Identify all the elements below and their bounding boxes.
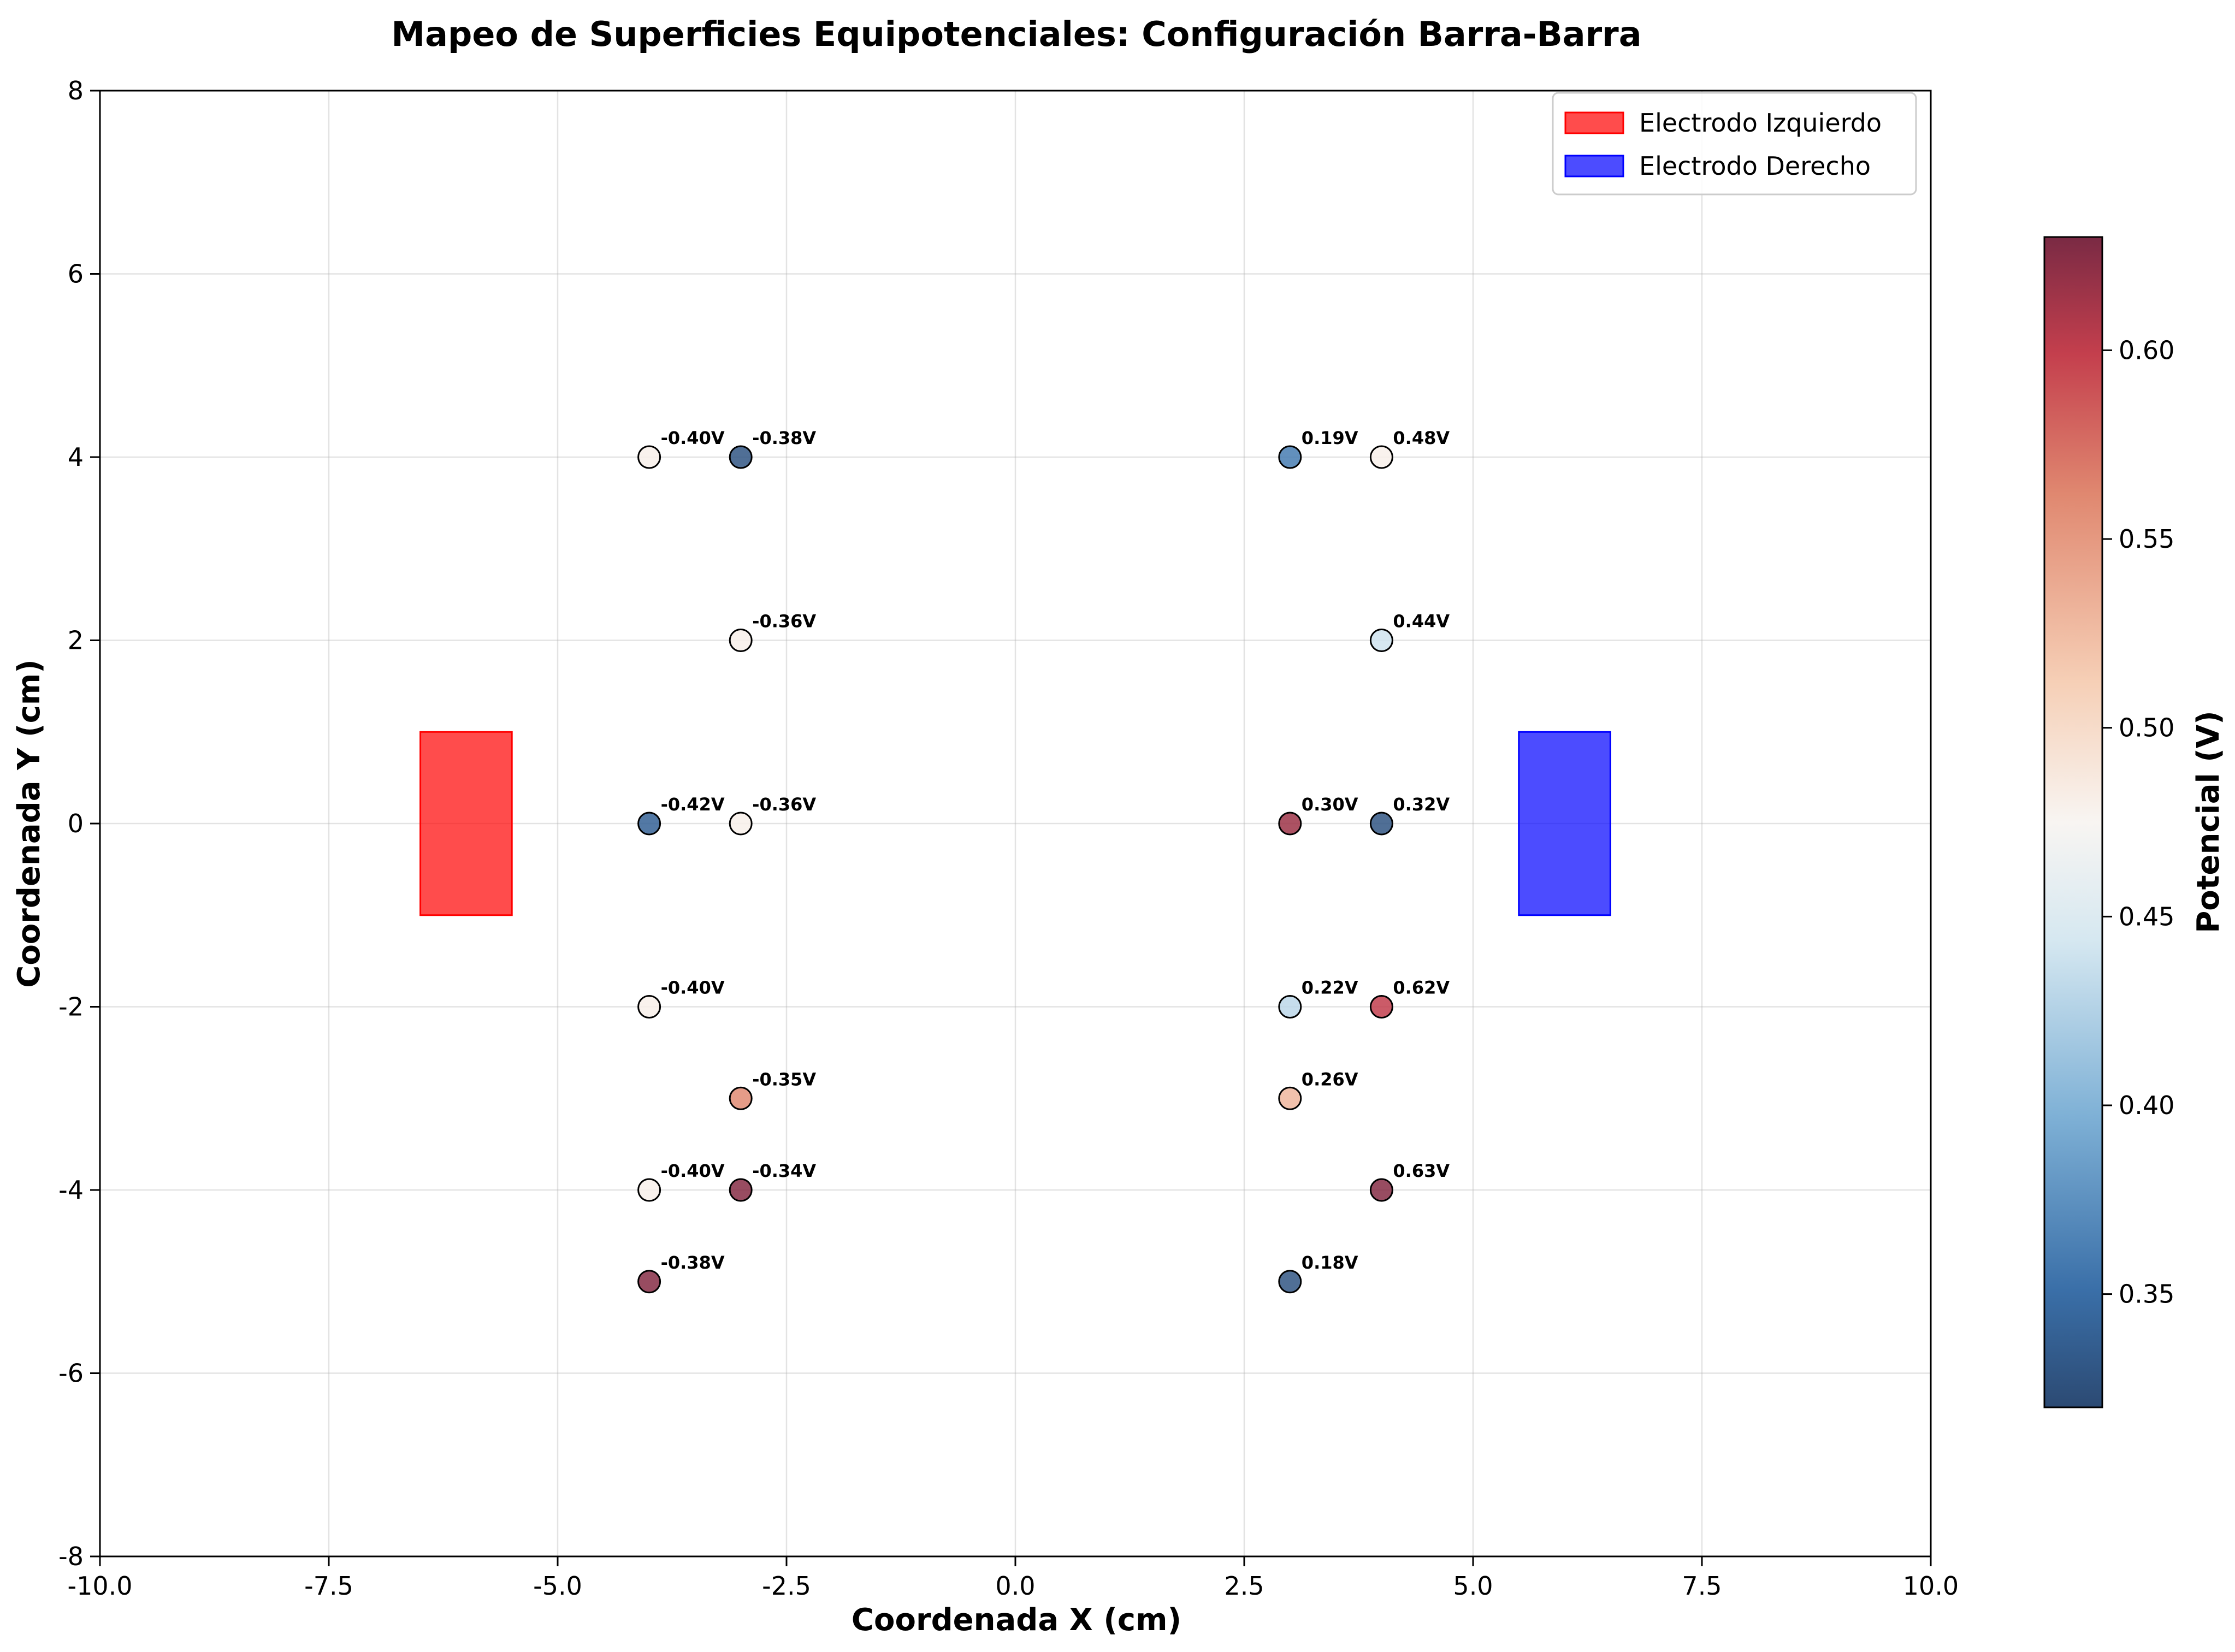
- legend-swatch-electrodo-derecho: [1564, 155, 1624, 177]
- data-label-8: -0.34V: [752, 1160, 816, 1181]
- data-point-0: [637, 445, 661, 469]
- data-label-1: -0.38V: [752, 428, 816, 448]
- x-tick-label-4: 0.0: [995, 1571, 1035, 1601]
- data-label-0: -0.40V: [661, 428, 725, 448]
- data-labels: -0.40V -0.38V -0.36V -0.42V -0.36V -0.40V -0.3…: [661, 428, 1450, 1273]
- data-point-17: [1278, 1086, 1302, 1110]
- colorbar-label: Potencial (V): [2191, 710, 2226, 933]
- legend: Electrodo Izquierdo Electrodo Derecho: [1552, 92, 1917, 196]
- colorbar-tick-label-3: 0.50: [2119, 713, 2174, 743]
- data-point-10: [1278, 445, 1302, 469]
- y-tick-label-0: -8: [58, 1542, 84, 1571]
- electrode-0: [419, 731, 513, 916]
- x-tick-label-5: 2.5: [1224, 1571, 1264, 1601]
- data-label-10: 0.19V: [1302, 428, 1358, 448]
- y-tick-label-7: 6: [68, 259, 84, 289]
- data-label-18: 0.63V: [1393, 1160, 1450, 1181]
- y-tick-label-6: 4: [68, 442, 84, 472]
- x-tick-label-6: 5.0: [1453, 1571, 1493, 1601]
- data-label-17: 0.26V: [1302, 1069, 1358, 1090]
- data-label-5: -0.40V: [661, 978, 725, 998]
- data-label-7: -0.40V: [661, 1160, 725, 1181]
- colorbar-tick-label-4: 0.55: [2119, 524, 2174, 554]
- data-point-5: [637, 995, 661, 1019]
- colorbar-ticks: 0.35 0.40 0.45 0.50 0.55 0.60: [2102, 335, 2174, 1309]
- data-label-6: -0.35V: [752, 1069, 816, 1090]
- data-point-11: [1369, 445, 1393, 469]
- data-point-3: [637, 812, 661, 836]
- x-axis-label: Coordenada X (cm): [852, 1602, 1181, 1638]
- x-tick-label-2: -5.0: [533, 1571, 582, 1601]
- data-point-12: [1369, 629, 1393, 652]
- y-axis-label: Coordenada Y (cm): [11, 659, 47, 988]
- legend-frame: [1552, 92, 1917, 196]
- x-tick-label-3: -2.5: [762, 1571, 811, 1601]
- data-label-19: 0.18V: [1302, 1252, 1358, 1273]
- data-label-12: 0.44V: [1393, 611, 1450, 632]
- colorbar-tick-label-0: 0.35: [2119, 1280, 2174, 1309]
- data-label-4: -0.36V: [752, 794, 816, 815]
- x-tick-label-0: -10.0: [67, 1571, 132, 1601]
- x-tick-label-8: 10.0: [1903, 1571, 1959, 1601]
- data-point-9: [637, 1270, 661, 1294]
- chart-title: Mapeo de Superficies Equipotenciales: Co…: [391, 14, 1641, 54]
- x-axis-ticks: -10.0 -7.5 -5.0 -2.5 0.0 2.5 5.0 7.5 10.0: [67, 1556, 1959, 1601]
- electrodes: [419, 731, 1611, 916]
- colorbar: 0.35 0.40 0.45 0.50 0.55 0.60 Potencial (V): [2043, 236, 2226, 1408]
- y-tick-label-5: 2: [68, 626, 84, 655]
- data-point-14: [1369, 812, 1393, 836]
- colorbar-gradient: [2043, 236, 2103, 1408]
- data-label-13: 0.30V: [1302, 794, 1358, 815]
- data-point-18: [1369, 1178, 1393, 1202]
- colorbar-tick-label-2: 0.45: [2119, 902, 2174, 931]
- x-tick-label-1: -7.5: [304, 1571, 353, 1601]
- data-label-3: -0.42V: [661, 794, 725, 815]
- data-point-15: [1278, 995, 1302, 1019]
- y-tick-label-3: -2: [58, 992, 84, 1022]
- y-tick-label-4: 0: [68, 809, 84, 838]
- x-tick-label-7: 7.5: [1682, 1571, 1722, 1601]
- data-points: [637, 445, 1393, 1294]
- legend-label-electrodo-izquierdo: Electrodo Izquierdo: [1639, 108, 1882, 138]
- data-label-11: 0.48V: [1393, 428, 1450, 448]
- data-point-16: [1369, 995, 1393, 1019]
- y-tick-label-2: -4: [58, 1175, 84, 1205]
- data-label-2: -0.36V: [752, 611, 816, 632]
- data-label-9: -0.38V: [661, 1252, 725, 1273]
- data-label-15: 0.22V: [1302, 978, 1358, 998]
- data-point-13: [1278, 812, 1302, 836]
- grid: [99, 90, 1932, 1558]
- data-point-6: [729, 1086, 753, 1110]
- data-point-4: [729, 812, 753, 836]
- data-point-7: [637, 1178, 661, 1202]
- y-tick-label-8: 8: [68, 76, 84, 105]
- data-point-8: [729, 1178, 753, 1202]
- colorbar-tick-label-1: 0.40: [2119, 1091, 2174, 1120]
- legend-label-electrodo-derecho: Electrodo Derecho: [1639, 151, 1871, 181]
- data-point-2: [729, 629, 753, 652]
- data-point-19: [1278, 1270, 1302, 1294]
- y-tick-label-1: -6: [58, 1359, 84, 1388]
- colorbar-tick-label-5: 0.60: [2119, 335, 2174, 365]
- data-label-16: 0.62V: [1393, 978, 1450, 998]
- electrode-1: [1518, 731, 1611, 916]
- data-point-1: [729, 445, 753, 469]
- data-label-14: 0.32V: [1393, 794, 1450, 815]
- legend-swatch-electrodo-izquierdo: [1564, 111, 1624, 134]
- y-axis-ticks: -8 -6 -4 -2 0 2 4 6 8: [58, 76, 100, 1571]
